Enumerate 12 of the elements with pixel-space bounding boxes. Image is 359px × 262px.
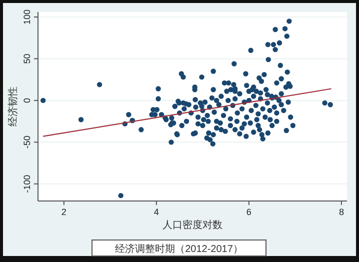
x-axis-title: 人口密度对数 xyxy=(162,219,222,231)
x-tick-label: 8 xyxy=(338,207,344,217)
text: 经济调整时期（2012-2017） xyxy=(115,243,243,255)
y-tick-label: -50 xyxy=(22,136,32,149)
y-tick-label: 50 xyxy=(22,54,32,64)
x-tick-label: 2 xyxy=(61,207,66,217)
x-tick-label: 4 xyxy=(154,207,159,217)
y-tick-label: 100 xyxy=(22,9,32,25)
y-tick-label: 0 xyxy=(22,98,32,103)
y-tick-label: -100 xyxy=(22,174,32,193)
y-axis-title: 经济韧性 xyxy=(7,86,19,126)
x-tick-label: 6 xyxy=(246,207,252,217)
